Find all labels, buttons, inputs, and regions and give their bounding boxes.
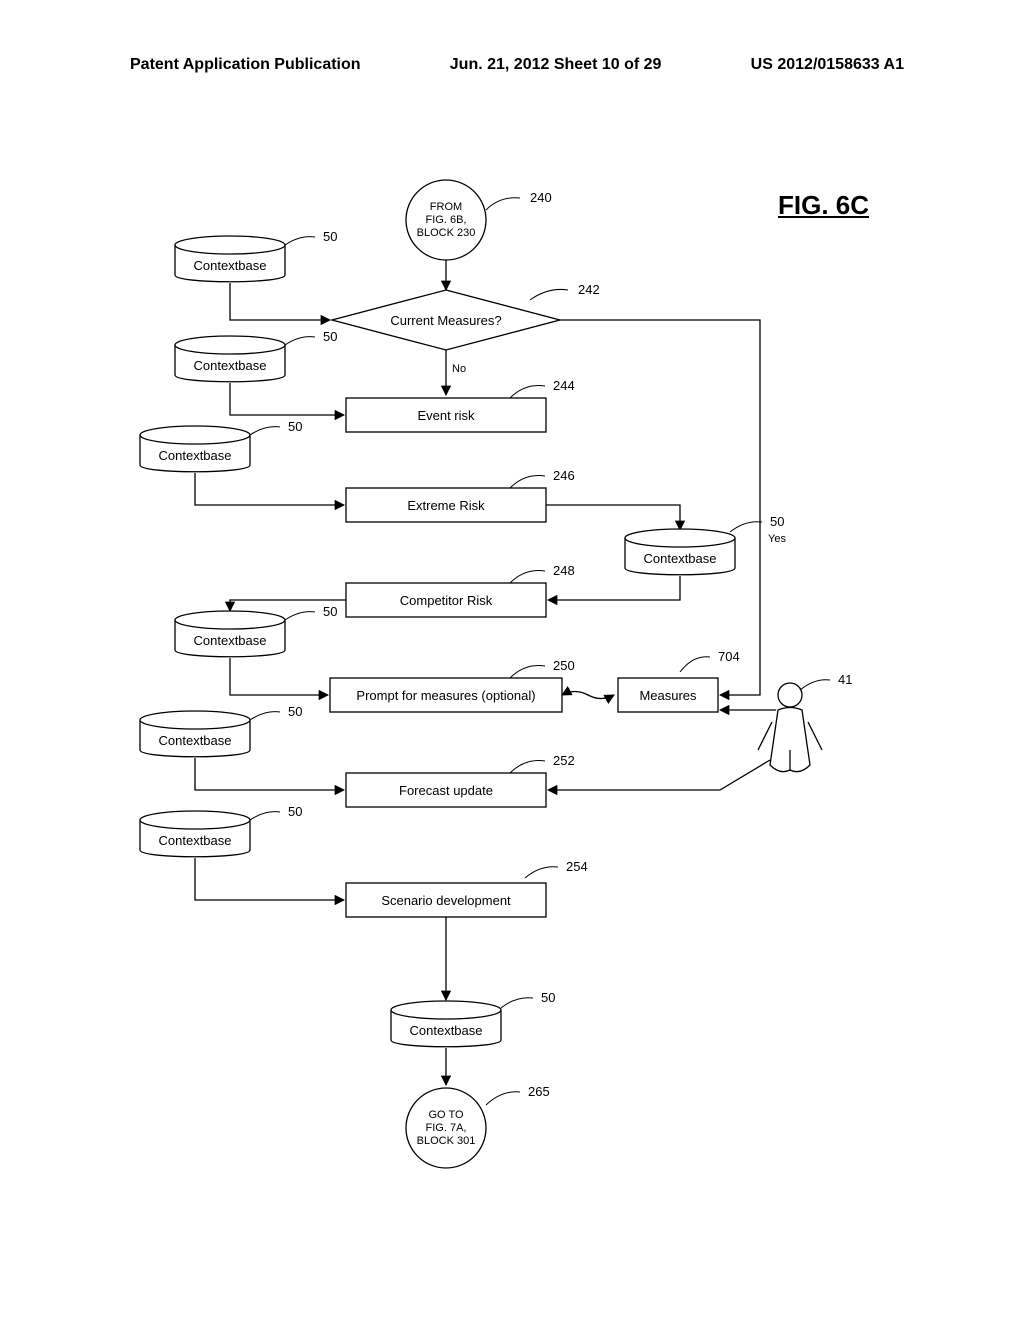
edge (195, 758, 344, 790)
svg-text:Forecast update: Forecast update (399, 783, 493, 798)
edge (195, 858, 344, 900)
forecast-update-box: Forecast update (346, 773, 546, 807)
svg-text:50: 50 (770, 514, 784, 529)
edge (230, 383, 344, 415)
competitor-risk-box: Competitor Risk (346, 583, 546, 617)
page-header: Patent Application Publication Jun. 21, … (0, 56, 1024, 74)
flowchart-diagram: FROM FIG. 6B, BLOCK 230 240 Current Meas… (0, 150, 1024, 1250)
edge (548, 760, 770, 790)
contextbase-db-3: Contextbase (140, 426, 250, 472)
svg-text:Contextbase: Contextbase (159, 733, 232, 748)
contextbase-db-2: Contextbase (175, 336, 285, 382)
ref-244: 244 (510, 378, 575, 398)
ref-50-f: 50 (250, 704, 302, 720)
contextbase-db-4: Contextbase (625, 529, 735, 575)
svg-text:Prompt for measures (optional): Prompt for measures (optional) (356, 688, 535, 703)
svg-text:Contextbase: Contextbase (159, 448, 232, 463)
svg-text:242: 242 (578, 282, 600, 297)
prompt-measures-box: Prompt for measures (optional) (330, 678, 562, 712)
ref-704: 704 (680, 649, 740, 672)
svg-text:246: 246 (553, 468, 575, 483)
svg-text:Contextbase: Contextbase (194, 358, 267, 373)
svg-text:50: 50 (323, 604, 337, 619)
svg-text:50: 50 (288, 804, 302, 819)
svg-text:244: 244 (553, 378, 575, 393)
svg-text:GO TO: GO TO (428, 1109, 463, 1121)
svg-text:FROM: FROM (430, 201, 462, 213)
edge-yes (560, 320, 760, 680)
header-right: US 2012/0158633 A1 (751, 56, 904, 74)
ref-240: 240 (486, 190, 552, 210)
user-icon (758, 683, 822, 772)
ref-50-h: 50 (501, 990, 555, 1008)
ref-50-g: 50 (250, 804, 302, 820)
svg-text:50: 50 (541, 990, 555, 1005)
ref-50-d: 50 (730, 514, 784, 532)
connector-start: FROM FIG. 6B, BLOCK 230 (406, 180, 486, 260)
svg-text:Event risk: Event risk (417, 408, 475, 423)
header-center: Jun. 21, 2012 Sheet 10 of 29 (450, 56, 662, 74)
svg-text:Contextbase: Contextbase (194, 258, 267, 273)
svg-text:250: 250 (553, 658, 575, 673)
svg-text:50: 50 (288, 704, 302, 719)
svg-text:Contextbase: Contextbase (410, 1023, 483, 1038)
svg-text:252: 252 (553, 753, 575, 768)
ref-252: 252 (510, 753, 575, 773)
edge (195, 473, 344, 505)
scenario-dev-box: Scenario development (346, 883, 546, 917)
ref-50-e: 50 (285, 604, 337, 620)
svg-text:BLOCK 230: BLOCK 230 (417, 227, 476, 239)
measures-doc: Measures (618, 678, 718, 712)
contextbase-db-7: Contextbase (140, 811, 250, 857)
ref-50-a: 50 (285, 229, 337, 245)
ref-265: 265 (486, 1084, 550, 1105)
contextbase-db-5: Contextbase (175, 611, 285, 657)
extreme-risk-box: Extreme Risk (346, 488, 546, 522)
svg-text:Measures: Measures (639, 688, 697, 703)
edge (546, 505, 680, 530)
edge (230, 283, 330, 320)
contextbase-db-1: Contextbase (175, 236, 285, 282)
decision-node: Current Measures? (332, 290, 560, 350)
edge-squiggle (562, 692, 614, 699)
svg-text:BLOCK 301: BLOCK 301 (417, 1135, 476, 1147)
connector-end: GO TO FIG. 7A, BLOCK 301 (406, 1088, 486, 1168)
ref-50-b: 50 (285, 329, 337, 345)
edge (230, 658, 328, 695)
label-no: No (452, 363, 466, 375)
ref-50-c: 50 (250, 419, 302, 435)
svg-text:254: 254 (566, 859, 588, 874)
ref-254: 254 (525, 859, 588, 878)
svg-text:41: 41 (838, 672, 852, 687)
ref-250: 250 (510, 658, 575, 678)
svg-text:50: 50 (323, 329, 337, 344)
svg-text:704: 704 (718, 649, 740, 664)
header-left: Patent Application Publication (130, 56, 361, 74)
edge (548, 576, 680, 600)
svg-text:265: 265 (528, 1084, 550, 1099)
svg-text:FIG. 6B,: FIG. 6B, (426, 214, 467, 226)
svg-text:FIG. 7A,: FIG. 7A, (426, 1122, 467, 1134)
contextbase-db-6: Contextbase (140, 711, 250, 757)
ref-41: 41 (800, 672, 852, 690)
ref-248: 248 (510, 563, 575, 583)
event-risk-box: Event risk (346, 398, 546, 432)
svg-text:240: 240 (530, 190, 552, 205)
svg-text:Current Measures?: Current Measures? (390, 313, 501, 328)
label-yes: Yes (768, 533, 786, 545)
svg-text:Scenario development: Scenario development (381, 893, 511, 908)
contextbase-db-8: Contextbase (391, 1001, 501, 1047)
svg-text:50: 50 (288, 419, 302, 434)
ref-242: 242 (530, 282, 600, 300)
svg-text:Contextbase: Contextbase (194, 633, 267, 648)
edge (720, 680, 760, 695)
svg-text:Extreme Risk: Extreme Risk (407, 498, 485, 513)
svg-text:248: 248 (553, 563, 575, 578)
svg-text:50: 50 (323, 229, 337, 244)
ref-246: 246 (510, 468, 575, 488)
svg-text:Competitor Risk: Competitor Risk (400, 593, 493, 608)
svg-text:Contextbase: Contextbase (644, 551, 717, 566)
svg-text:Contextbase: Contextbase (159, 833, 232, 848)
